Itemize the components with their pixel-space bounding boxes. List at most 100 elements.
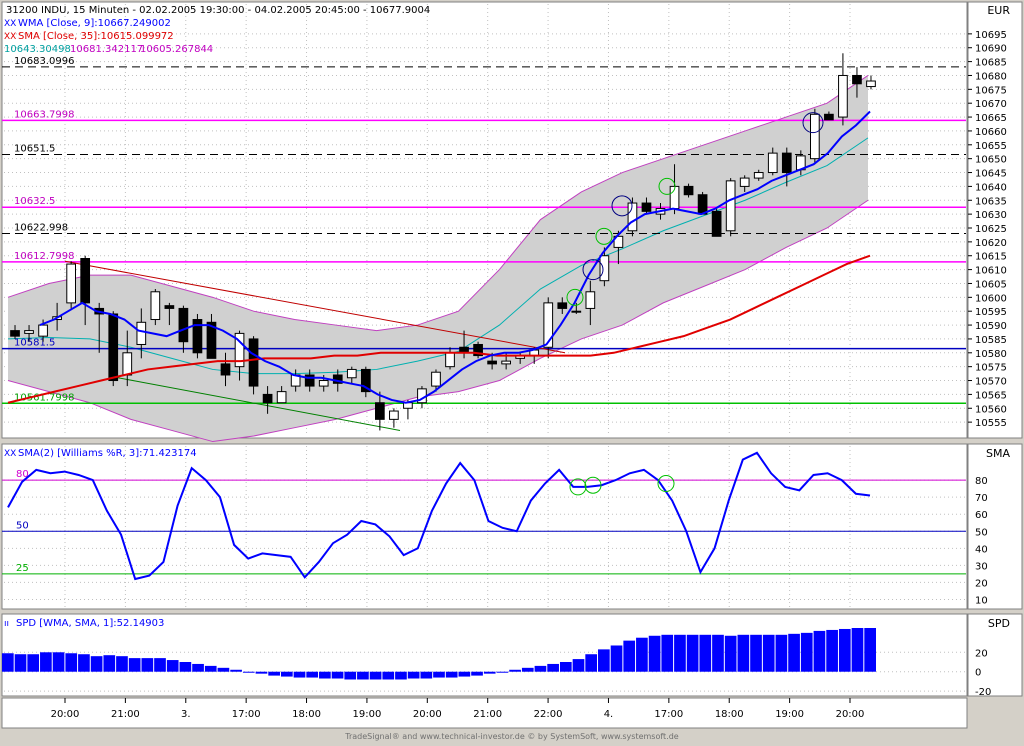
spd-bar xyxy=(331,671,344,679)
time-tick-label: 22:00 xyxy=(534,709,563,720)
bollinger-upper-line xyxy=(7,75,869,332)
osc-signal-circle xyxy=(569,478,587,496)
price-tick-label: 10665 xyxy=(975,113,1007,124)
candle-body xyxy=(585,291,596,309)
level-label: 10632.5 xyxy=(14,196,55,207)
bollinger-lower-line xyxy=(7,199,869,443)
spd-bar xyxy=(369,671,382,680)
bands-legend-b: 10681.342117 xyxy=(70,44,143,55)
spd-bar xyxy=(864,628,876,672)
spd-bar xyxy=(737,634,750,672)
spd-bar xyxy=(382,671,395,680)
candle-body xyxy=(473,343,483,357)
candle-body xyxy=(234,332,245,368)
spd-bar xyxy=(851,628,864,672)
spd-bar xyxy=(357,671,369,680)
candle-body xyxy=(192,319,203,354)
spd-bar xyxy=(471,671,483,676)
spd-bar xyxy=(14,654,27,672)
spd-bar xyxy=(65,653,78,672)
osc-unit-label: SMA xyxy=(986,447,1010,460)
level-label: 10663.7998 xyxy=(14,109,74,120)
spd-bar xyxy=(559,662,572,672)
osc-tick-label: 80 xyxy=(975,476,988,487)
spd-bar xyxy=(610,645,623,672)
time-tick-label: 18:00 xyxy=(292,709,321,720)
spd-tick-label: 0 xyxy=(975,668,981,679)
spd-bar xyxy=(572,659,585,672)
osc-level-label: 25 xyxy=(16,563,29,574)
signal-circle-green xyxy=(658,177,676,195)
spd-legend-icon: ıı xyxy=(4,619,9,629)
osc-tick-label: 30 xyxy=(975,561,988,572)
candle-body xyxy=(304,374,315,387)
spd-bar xyxy=(762,634,775,672)
price-tick-label: 10630 xyxy=(975,210,1007,221)
sma-legend: SMA [Close, 35]:10615.099972 xyxy=(18,31,174,42)
wma-legend: WMA [Close, 9]:10667.249002 xyxy=(18,18,171,29)
spd-tick-label: 20 xyxy=(975,648,988,659)
price-tick-label: 10610 xyxy=(975,266,1007,277)
bands-legend-c: 10605.267844 xyxy=(140,44,213,55)
candle-body xyxy=(346,368,357,379)
osc-title: SMA(2) [Williams %R, 3]:71.423174 xyxy=(18,448,197,459)
candle-body xyxy=(178,307,189,343)
candle-body xyxy=(66,263,76,304)
candle-body xyxy=(262,393,273,404)
level-label: 10651.5 xyxy=(14,144,55,155)
spd-bar xyxy=(204,665,217,672)
spd-unit-label: SPD xyxy=(988,617,1010,630)
candle-body xyxy=(318,380,329,387)
bands-legend-a: 10643.30498 xyxy=(4,44,71,55)
spd-axis-bg xyxy=(967,613,1023,697)
candle-body xyxy=(852,74,862,85)
wma-legend-icon: XX xyxy=(4,19,16,29)
osc-tick-label: 20 xyxy=(975,578,988,589)
candle-body xyxy=(838,74,848,118)
price-tick-label: 10640 xyxy=(975,182,1007,193)
candle-body xyxy=(501,360,511,365)
price-tick-label: 10690 xyxy=(975,44,1007,55)
candle-body xyxy=(150,291,161,321)
spd-bar xyxy=(293,671,306,678)
price-tick-label: 10650 xyxy=(975,155,1007,166)
spd-bar xyxy=(242,671,255,673)
osc-tick-label: 60 xyxy=(975,510,988,521)
candle-body xyxy=(276,391,287,404)
spd-bar xyxy=(407,671,420,679)
level-label: 10622.998 xyxy=(14,223,68,234)
williams-r-line xyxy=(7,451,871,581)
trend-lines xyxy=(64,260,566,431)
price-tick-label: 10585 xyxy=(975,335,1007,346)
footer-copyright: TradeSignal® and www.technical-investor.… xyxy=(344,732,679,741)
spd-bar xyxy=(280,671,293,677)
osc-axis-bg xyxy=(967,443,1023,610)
candle-body xyxy=(739,177,750,187)
spd-bar xyxy=(483,671,496,674)
candle-body xyxy=(375,402,385,420)
candle-body xyxy=(248,338,259,387)
spd-bar xyxy=(648,635,661,672)
osc-legend-icon: XX xyxy=(4,449,16,459)
candle-body xyxy=(557,302,568,309)
price-tick-label: 10595 xyxy=(975,307,1007,318)
spd-bar xyxy=(90,656,103,672)
signal-circle-green xyxy=(595,227,613,245)
candle-body xyxy=(627,202,638,232)
spd-bar xyxy=(826,629,838,672)
signal-markers xyxy=(566,112,824,306)
candle-body xyxy=(767,152,778,174)
oscillator-plot: 80 50 25 xyxy=(2,451,966,581)
sma-line xyxy=(7,254,871,404)
spd-bar xyxy=(230,669,242,672)
spd-histogram xyxy=(2,628,876,680)
signal-circle xyxy=(802,112,824,134)
candle-body xyxy=(697,194,708,215)
candle-body xyxy=(781,152,792,174)
spd-bar xyxy=(52,652,65,672)
spd-bar xyxy=(534,665,547,672)
candle-body xyxy=(683,185,694,196)
osc-tick-label: 50 xyxy=(975,527,988,538)
price-tick-label: 10625 xyxy=(975,224,1007,235)
